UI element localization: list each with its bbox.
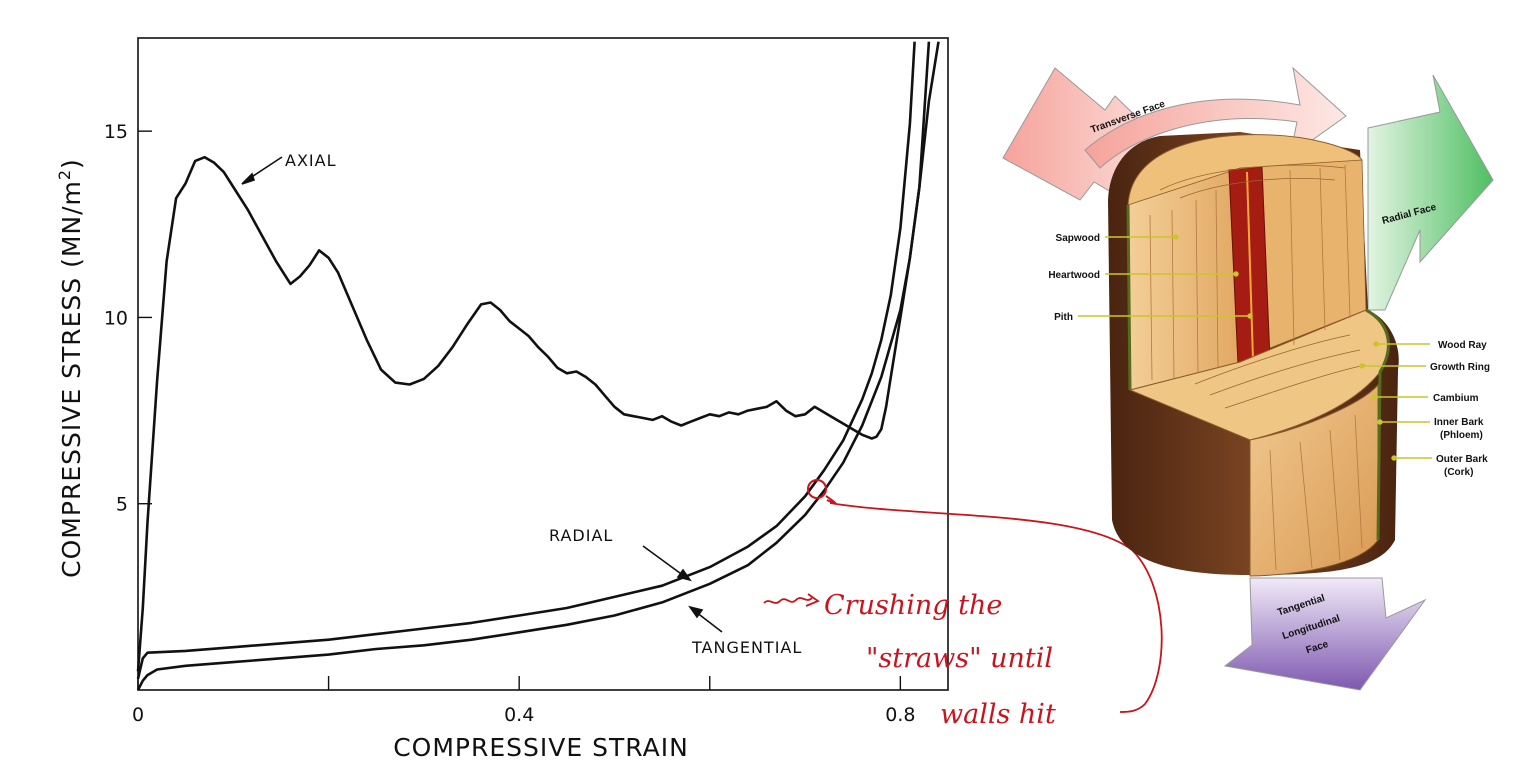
series-radial-line bbox=[136, 41, 916, 680]
curve-leaders bbox=[241, 156, 723, 633]
annotation-pointer bbox=[825, 495, 837, 505]
note-line-1: Crushing the bbox=[824, 590, 1002, 621]
left-leaders bbox=[1078, 234, 1253, 319]
axis-tick-labels: 0 0.4 0.8 5 10 15 bbox=[104, 121, 916, 726]
transverse-arrow-top bbox=[1084, 66, 1347, 169]
label-sapwood: Sapwood bbox=[1056, 233, 1100, 244]
stress-strain-chart: 0 0.4 0.8 5 10 15 COMPRESSIVE STRAIN COMPRESS… bbox=[55, 37, 949, 762]
upper-radial-face bbox=[1127, 167, 1241, 391]
label-radial: RADIAL bbox=[549, 526, 613, 545]
y-tick-label: 5 bbox=[116, 494, 128, 516]
annotation-circle bbox=[807, 479, 827, 499]
label-heartwood: Heartwood bbox=[1048, 270, 1100, 281]
x-tick-label: 0.4 bbox=[504, 704, 534, 726]
note-line-3: walls hit bbox=[940, 699, 1056, 730]
x-tick-label: 0.8 bbox=[885, 704, 915, 726]
x-tick-label: 0 bbox=[132, 704, 144, 726]
label-inner-bark: Inner Bark bbox=[1434, 417, 1484, 428]
label-cambium: Cambium bbox=[1433, 393, 1479, 404]
pith-line bbox=[1246, 171, 1254, 361]
annotation-arrowhead bbox=[805, 593, 820, 607]
growth-rings bbox=[1159, 164, 1366, 409]
series-axial-line bbox=[136, 41, 940, 672]
label-outer-bark: Outer Bark bbox=[1436, 454, 1488, 465]
label-pith: Pith bbox=[1054, 312, 1073, 323]
tangential-face-arrow bbox=[1223, 577, 1427, 691]
y-axis-title-main: COMPRESSIVE STRESS (MN/m bbox=[57, 180, 86, 578]
data-series bbox=[136, 41, 940, 691]
y-axis-title-close: ) bbox=[57, 158, 86, 169]
label-tangential: TANGENTIAL bbox=[691, 638, 802, 657]
y-tick-label: 10 bbox=[104, 307, 128, 329]
series-tangential-line bbox=[136, 41, 931, 691]
cambium-edge-left bbox=[1126, 204, 1132, 391]
label-wood-ray: Wood Ray bbox=[1438, 340, 1487, 351]
y-axis-title-sup: 2 bbox=[55, 169, 74, 180]
label-phloem: (Phloem) bbox=[1440, 430, 1483, 441]
plot-frame bbox=[137, 37, 949, 691]
label-growth-ring: Growth Ring bbox=[1430, 362, 1490, 373]
label-cork: (Cork) bbox=[1444, 467, 1473, 478]
cambium-edge bbox=[1365, 308, 1390, 541]
radial-face-arrow bbox=[1367, 74, 1494, 311]
handwritten-annotation: Crushing the "straws" until walls hit bbox=[763, 479, 1163, 730]
label-axial: AXIAL bbox=[285, 151, 336, 170]
right-leaders bbox=[1359, 341, 1432, 461]
annotation-squiggle bbox=[763, 597, 813, 604]
x-axis-title: COMPRESSIVE STRAIN bbox=[393, 733, 689, 762]
annotation-curve bbox=[829, 502, 1163, 713]
y-tick-label: 15 bbox=[104, 121, 128, 143]
y-axis-title: COMPRESSIVE STRESS (MN/m2) bbox=[55, 158, 86, 578]
wood-structure-diagram: Transverse Face Radial Face bbox=[1002, 66, 1494, 691]
wood-grain bbox=[1149, 164, 1363, 571]
note-line-2: "straws" until bbox=[866, 643, 1053, 674]
